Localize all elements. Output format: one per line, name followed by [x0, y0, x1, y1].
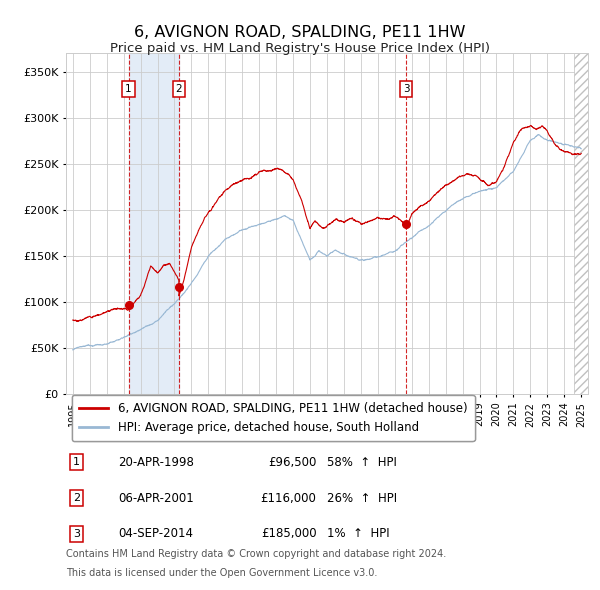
Text: £96,500: £96,500 [268, 455, 317, 469]
Text: Price paid vs. HM Land Registry's House Price Index (HPI): Price paid vs. HM Land Registry's House … [110, 42, 490, 55]
Text: £116,000: £116,000 [260, 491, 317, 504]
Text: 3: 3 [73, 529, 80, 539]
Text: 20-APR-1998: 20-APR-1998 [118, 455, 194, 469]
Text: 26%  ↑  HPI: 26% ↑ HPI [327, 491, 397, 504]
Text: 1: 1 [73, 457, 80, 467]
Text: 04-SEP-2014: 04-SEP-2014 [118, 527, 193, 540]
Bar [574, 53, 588, 394]
Text: 58%  ↑  HPI: 58% ↑ HPI [327, 455, 397, 469]
Text: 3: 3 [403, 84, 409, 94]
Bar [128, 53, 179, 394]
Text: 2: 2 [176, 84, 182, 94]
Text: This data is licensed under the Open Government Licence v3.0.: This data is licensed under the Open Gov… [66, 568, 377, 578]
Text: Contains HM Land Registry data © Crown copyright and database right 2024.: Contains HM Land Registry data © Crown c… [66, 549, 446, 559]
Text: 1: 1 [125, 84, 132, 94]
Legend: 6, AVIGNON ROAD, SPALDING, PE11 1HW (detached house), HPI: Average price, detach: 6, AVIGNON ROAD, SPALDING, PE11 1HW (det… [72, 395, 475, 441]
Text: 6, AVIGNON ROAD, SPALDING, PE11 1HW: 6, AVIGNON ROAD, SPALDING, PE11 1HW [134, 25, 466, 40]
Text: 1%  ↑  HPI: 1% ↑ HPI [327, 527, 389, 540]
Text: £185,000: £185,000 [261, 527, 317, 540]
Text: 06-APR-2001: 06-APR-2001 [118, 491, 194, 504]
Text: 2: 2 [73, 493, 80, 503]
